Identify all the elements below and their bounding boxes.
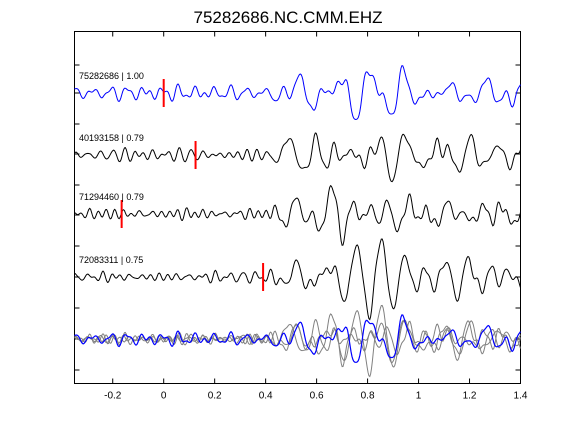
x-tick-label: -0.2 [104,391,122,402]
overlay-trace-reference [74,314,521,363]
trace-label-71294460: 71294460 | 0.79 [79,192,144,202]
x-tick-label: 0.4 [259,391,273,402]
x-tick-label: 1.2 [463,391,477,402]
trace-71294460 [74,184,521,246]
x-axis-tick-labels: -0.2 0 0.2 0.4 0.6 0.8 1 1.2 1.4 [104,391,528,402]
overlay-trace-71294460 [74,313,521,368]
x-tick-label: 0.2 [208,391,222,402]
trace-label-40193158: 40193158 | 0.79 [79,133,144,143]
x-tick-label: 1 [416,391,422,402]
trace-75282686 [74,65,521,121]
chart-title: 75282686.NC.CMM.EHZ [194,8,383,27]
plot-frame [74,31,521,384]
overlay-trace-40193158 [74,318,521,364]
trace-label-72083311: 72083311 | 0.75 [79,255,143,265]
x-tick-label: 0.6 [310,391,324,402]
x-tick-label: 0.8 [361,391,375,402]
trace-label-75282686: 75282686 | 1.00 [79,71,144,81]
trace-72083311 [74,238,521,321]
trace-area [74,65,521,378]
x-tick-label: 1.4 [514,391,528,402]
trace-40193158 [74,132,521,183]
trace-labels: 75282686 | 1.00 40193158 | 0.79 71294460 |… [79,71,144,265]
x-tick-label: 0 [161,391,167,402]
